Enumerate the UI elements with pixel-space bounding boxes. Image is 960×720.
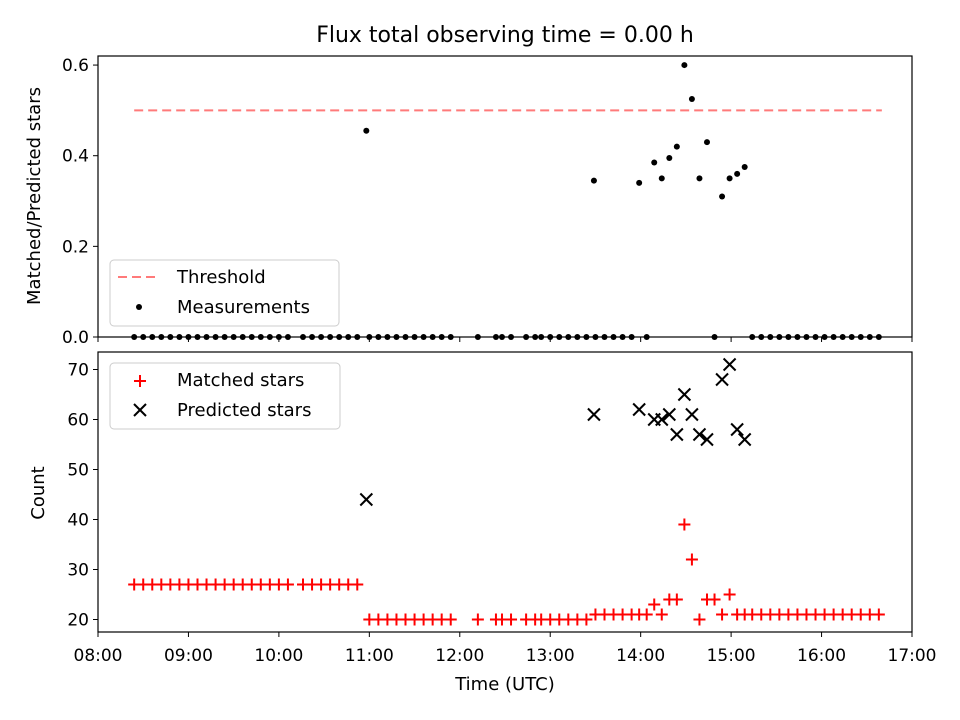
predicted-star-point bbox=[662, 407, 677, 422]
measurement-point bbox=[741, 164, 748, 171]
predicted-star-stroke-b bbox=[692, 427, 707, 442]
x-tick-label: 10:00 bbox=[254, 646, 303, 666]
x-tick-label: 13:00 bbox=[526, 646, 575, 666]
x-axis-label: Time (UTC) bbox=[454, 674, 555, 695]
bottom-panel: 20 30 40 50 60 70 08:00 09:00 10:00 11:00 12:00 13:… bbox=[28, 351, 937, 695]
top-y-tick-label: 0.2 bbox=[62, 237, 89, 257]
predicted-star-stroke-b bbox=[737, 432, 752, 447]
matched-star-point bbox=[505, 613, 518, 626]
predicted-star-point bbox=[685, 407, 699, 422]
x-tick-label: 14:00 bbox=[616, 646, 665, 666]
measurement-point bbox=[681, 62, 688, 69]
top-y-axis-label: Matched/Predicted stars bbox=[24, 87, 45, 305]
x-tick-label: 11:00 bbox=[345, 646, 394, 666]
matched-star-point bbox=[670, 593, 683, 606]
measurement-point bbox=[636, 179, 643, 186]
legend-matched-label: Matched stars bbox=[177, 370, 304, 391]
matched-star-point bbox=[580, 613, 593, 626]
measurement-point bbox=[688, 96, 695, 103]
legend-measurements-swatch bbox=[136, 304, 142, 310]
measurement-point bbox=[666, 154, 673, 161]
bottom-y-tick-label: 20 bbox=[67, 611, 89, 631]
predicted-star-point bbox=[670, 427, 684, 442]
bottom-axes-frame bbox=[97, 351, 913, 633]
matched-star-point bbox=[723, 588, 736, 601]
measurement-point bbox=[734, 170, 741, 177]
measurement-point bbox=[658, 175, 665, 182]
matched-star-point bbox=[351, 578, 364, 591]
top-axes-frame bbox=[97, 55, 913, 338]
x-tick-label: 08:00 bbox=[74, 646, 123, 666]
predicted-star-point bbox=[692, 427, 707, 442]
x-tick-label: 12:00 bbox=[435, 646, 484, 666]
top-y-tick-label: 0.6 bbox=[62, 56, 89, 76]
legend-threshold-label: Threshold bbox=[176, 267, 266, 288]
matched-star-point bbox=[444, 613, 457, 626]
predicted-star-stroke-b bbox=[655, 412, 669, 427]
matched-star-point bbox=[471, 613, 484, 626]
bottom-legend: Matched stars Predicted stars bbox=[109, 362, 341, 430]
predicted-star-point bbox=[359, 492, 374, 507]
predicted-star-stroke-b bbox=[730, 422, 744, 437]
x-tick-label: 17:00 bbox=[888, 646, 937, 666]
measurement-point bbox=[703, 139, 710, 146]
matched-star-point bbox=[655, 608, 668, 621]
legend-measurements-label: Measurements bbox=[177, 297, 310, 318]
predicted-star-point bbox=[700, 432, 714, 447]
predicted-star-stroke-b bbox=[662, 407, 677, 422]
top-y-tick-label: 0.0 bbox=[62, 328, 89, 348]
legend-matched-swatch bbox=[134, 375, 146, 387]
x-tick-label: 15:00 bbox=[707, 646, 756, 666]
predicted-star-stroke-b bbox=[685, 407, 699, 422]
predicted-star-stroke-b bbox=[722, 357, 737, 372]
predicted-star-point bbox=[632, 402, 646, 417]
predicted-star-stroke-b bbox=[670, 427, 684, 442]
matched-star-point bbox=[281, 578, 294, 591]
predicted-star-point bbox=[677, 387, 692, 402]
measurement-point bbox=[363, 127, 370, 134]
bottom-y-tick-label: 50 bbox=[67, 461, 89, 481]
legend-predicted-label: Predicted stars bbox=[177, 400, 311, 421]
measurement-point bbox=[696, 175, 703, 182]
predicted-star-stroke-b bbox=[700, 432, 714, 447]
x-tick-label: 16:00 bbox=[797, 646, 846, 666]
measurement-point bbox=[590, 177, 597, 184]
matched-star-point bbox=[640, 608, 653, 621]
matched-star-point bbox=[716, 608, 729, 621]
chart-title: Flux total observing time = 0.00 h bbox=[316, 23, 694, 48]
predicted-star-point bbox=[655, 412, 669, 427]
predicted-star-stroke-b bbox=[587, 407, 601, 422]
bottom-y-tick-label: 30 bbox=[67, 561, 89, 581]
x-tick-label: 09:00 bbox=[164, 646, 213, 666]
predicted-star-point bbox=[730, 422, 744, 437]
predicted-star-stroke-b bbox=[715, 372, 729, 387]
matched-star-point bbox=[872, 608, 885, 621]
predicted-star-point bbox=[715, 372, 729, 387]
bottom-y-axis-label: Count bbox=[28, 466, 49, 519]
measurement-point bbox=[719, 193, 726, 200]
legend-predicted-swatch bbox=[133, 403, 147, 417]
predicted-star-stroke-b bbox=[677, 387, 692, 402]
measurement-point bbox=[673, 143, 680, 150]
predicted-star-point bbox=[587, 407, 601, 422]
measurement-point bbox=[726, 175, 733, 182]
top-panel: 0.0 0.2 0.4 0.6 Matched/Predicted stars Thr… bbox=[24, 55, 913, 348]
matched-star-point bbox=[648, 598, 661, 611]
matched-star-point bbox=[693, 613, 706, 626]
matched-star-point bbox=[685, 553, 698, 566]
bottom-y-tick-label: 60 bbox=[67, 411, 89, 431]
predicted-star-point bbox=[737, 432, 752, 447]
predicted-star-stroke-b bbox=[359, 492, 374, 507]
bottom-y-tick-label: 70 bbox=[67, 361, 89, 381]
bottom-y-tick-label: 40 bbox=[67, 511, 89, 531]
top-legend: Threshold Measurements bbox=[109, 259, 340, 327]
predicted-star-point bbox=[722, 357, 737, 372]
matched-star-point bbox=[678, 518, 691, 531]
predicted-star-stroke-b bbox=[632, 402, 646, 417]
measurement-point bbox=[651, 159, 658, 166]
matched-star-point bbox=[708, 593, 721, 606]
top-y-tick-label: 0.4 bbox=[62, 147, 89, 167]
